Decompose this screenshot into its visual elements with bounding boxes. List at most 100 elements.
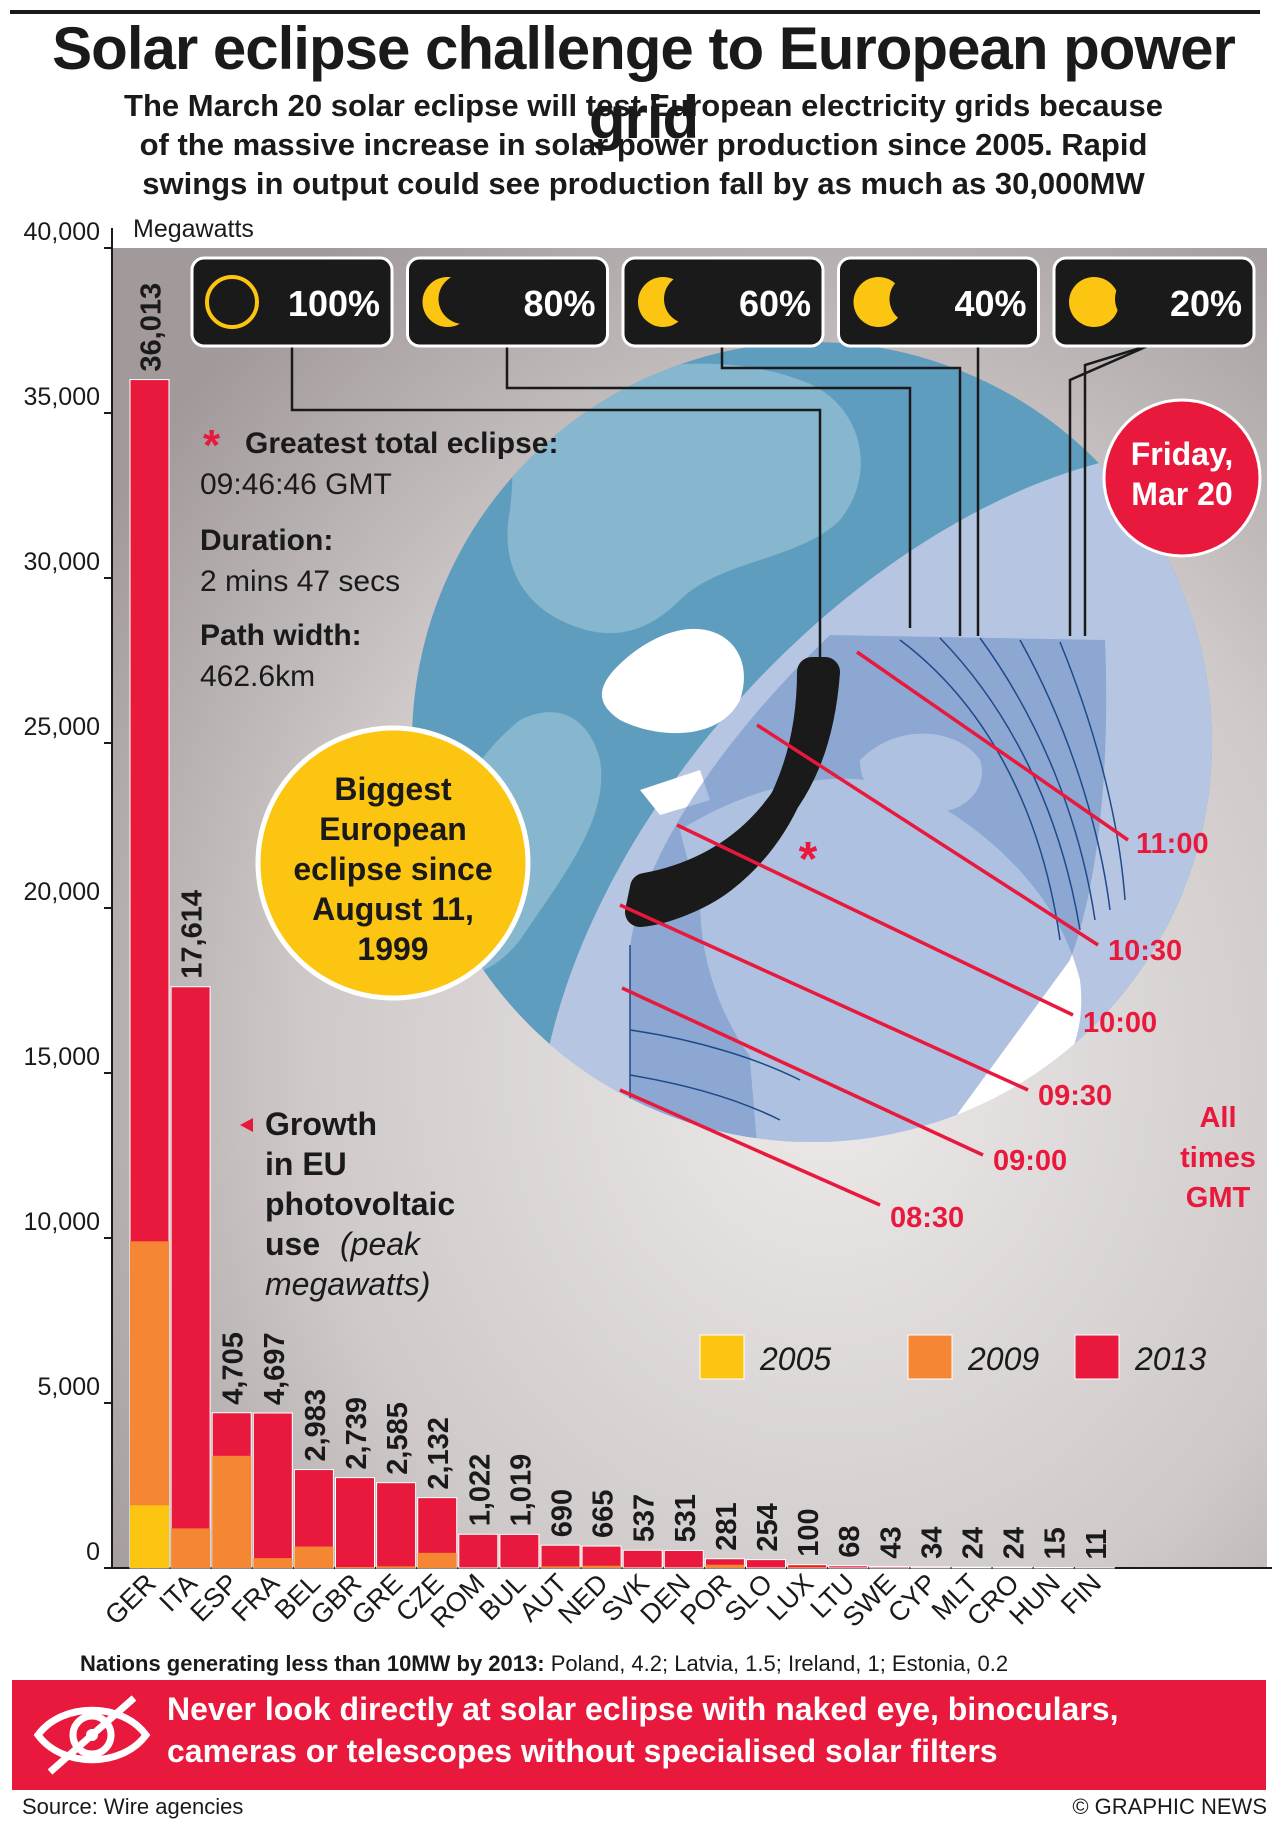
penumbra-band (630, 635, 1107, 1142)
time-label: 08:30 (890, 1202, 964, 1234)
value-label: 665 (588, 1490, 620, 1538)
coverage-box: 20% (1052, 256, 1256, 348)
date-badge-line: Mar 20 (1131, 476, 1232, 512)
footnote-value: Poland, 4.2; Latvia, 1.5; Ireland, 1; Es… (550, 1651, 1009, 1676)
legend-swatch (1074, 1334, 1120, 1380)
legend-label: 2005 (759, 1341, 831, 1377)
time-line (619, 903, 1029, 1092)
y-tick-label: 15,000 (24, 1043, 100, 1071)
bar-2013 (910, 1566, 951, 1569)
time-label: 10:30 (1108, 935, 1182, 967)
value-label: 2,739 (341, 1397, 373, 1470)
legend: 2005 2009 2013 (699, 1334, 1206, 1380)
bar-2013 (335, 1477, 375, 1569)
value-label: 2,983 (300, 1389, 332, 1462)
value-label: 690 (547, 1489, 579, 1537)
biggest-badge-line: 1999 (357, 931, 428, 967)
caption-line: in EU (265, 1146, 347, 1182)
bar-2013 (992, 1566, 1033, 1569)
totality-path (625, 657, 840, 927)
time-label: 11:00 (1136, 828, 1209, 860)
moon-icon (889, 274, 940, 324)
bar-2013 (622, 1549, 663, 1569)
bar-2013 (252, 1412, 293, 1569)
value-label: 281 (711, 1502, 743, 1550)
caption-line: photovoltaic (265, 1186, 455, 1222)
time-line (676, 823, 1074, 1017)
value-label: 254 (752, 1503, 784, 1551)
footnote-label: Nations generating less than 10MW by 201… (80, 1651, 545, 1676)
moon-icon (438, 274, 489, 324)
bar-2009 (705, 1564, 745, 1568)
value-labels: 36,013 17,614 4,705 4,697 2,983 2,739 2,585 2,1… (136, 283, 1113, 1560)
y-tick-label: 30,000 (24, 548, 100, 576)
caption-italic: megawatts) (265, 1266, 430, 1302)
value-label: 17,614 (177, 890, 209, 979)
footnote: Nations generating less than 10MW by 201… (80, 1651, 1008, 1677)
biggest-eclipse-badge: Biggest European eclipse since August 11… (255, 725, 531, 1001)
time-line (621, 986, 984, 1157)
star-icon: * (203, 421, 221, 470)
value-label: 4,697 (259, 1332, 291, 1405)
x-tick-label: FIN (1055, 1568, 1107, 1620)
value-label: 15 (1040, 1527, 1072, 1559)
value-label: 531 (670, 1494, 702, 1542)
eclipse-pv-chart: * 40,000 35,000 30,000 25,000 20,000 15,000 10… (24, 215, 1272, 1634)
coverage-label: 100% (288, 283, 380, 324)
time-labels: 11:00 10:30 10:00 09:30 09:00 08:30 (890, 828, 1209, 1234)
value-label: 1,022 (464, 1454, 496, 1527)
value-label: 43 (875, 1526, 907, 1558)
subtitle-line: swings in output could see production fa… (142, 166, 1145, 201)
value-label: 24 (999, 1527, 1031, 1559)
x-tick-label: GER (99, 1568, 162, 1631)
biggest-badge-line: eclipse since (293, 851, 492, 887)
value-label: 1,019 (505, 1454, 537, 1527)
biggest-badge-line: August 11, (312, 891, 474, 927)
bar-2009 (335, 1567, 375, 1568)
times-note-line: GMT (1186, 1182, 1251, 1214)
copyright-credit: © GRAPHIC NEWS (1072, 1794, 1267, 1819)
caption-arrow-icon (240, 1118, 253, 1132)
bar-2013 (746, 1559, 786, 1569)
caption-line: Growth (265, 1106, 377, 1142)
coverage-box: 100% (190, 256, 394, 348)
value-label: 36,013 (136, 283, 168, 372)
legend-swatch (699, 1334, 745, 1380)
eye-icon (33, 1695, 151, 1775)
value-label: 2,132 (423, 1417, 455, 1490)
time-label: 10:00 (1083, 1007, 1157, 1039)
path-width-label: Path width: (200, 619, 362, 652)
duration-label: Duration: (200, 524, 333, 557)
penumbra-fan (629, 635, 1126, 1142)
legend-caption: Growth in EU photovoltaic use (peak mega… (240, 1106, 455, 1302)
bar-2013 (376, 1482, 417, 1569)
greatest-eclipse-marker: * (799, 833, 818, 886)
sun-icon (1069, 277, 1119, 327)
y-tick-label: 25,000 (24, 713, 100, 741)
coverage-label: 40% (954, 283, 1026, 324)
coverage-box: 60% (621, 256, 825, 348)
bar-2009 (212, 1455, 252, 1568)
arctic-land (507, 363, 861, 634)
x-tick-labels: GERITAESPFRABELGBRGRECZEROMBULAUTNEDSVKD… (99, 1568, 1107, 1634)
caption-italic: (peak (340, 1226, 422, 1262)
warning-line: Never look directly at solar eclipse wit… (167, 1691, 1119, 1727)
coverage-boxes: 100% 80% 60% 40% 20% (190, 256, 1256, 348)
value-label: 11 (1081, 1529, 1113, 1560)
bar-2005 (130, 1505, 169, 1568)
bar-2013 (828, 1565, 869, 1569)
path-width-value: 462.6km (200, 660, 315, 693)
bar-2009 (582, 1565, 622, 1568)
bars (129, 379, 1115, 1569)
page-title: Solar eclipse challenge to European powe… (52, 15, 1236, 151)
coverage-label: 60% (739, 283, 811, 324)
duration-value: 2 mins 47 secs (200, 565, 400, 598)
greenland-land (601, 628, 744, 734)
time-lines (619, 650, 1129, 1207)
top-rule (10, 10, 1260, 14)
moon-icon (664, 274, 714, 324)
y-tick-label: 5,000 (37, 1373, 100, 1401)
y-tick-label: 20,000 (24, 878, 100, 906)
value-label: 68 (834, 1525, 866, 1557)
legend-label: 2013 (1134, 1341, 1206, 1377)
